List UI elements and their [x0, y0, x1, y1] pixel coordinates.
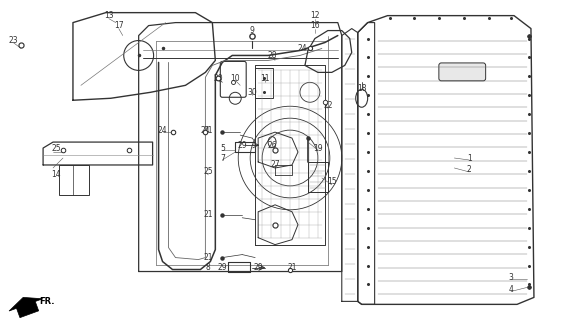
Text: 19: 19	[313, 144, 323, 153]
Text: 8: 8	[206, 263, 210, 272]
Text: 16: 16	[310, 21, 319, 30]
Text: 21: 21	[203, 126, 213, 135]
Text: 13: 13	[104, 11, 114, 20]
Text: 14: 14	[51, 171, 61, 180]
Text: FR.: FR.	[39, 297, 55, 306]
Text: 1: 1	[467, 154, 472, 163]
Bar	[255, 68, 273, 98]
Text: 25: 25	[203, 167, 213, 176]
Text: 30: 30	[247, 88, 257, 97]
Text: 4: 4	[508, 285, 514, 294]
Text: 21: 21	[203, 210, 213, 219]
FancyBboxPatch shape	[220, 61, 246, 97]
Text: 25: 25	[51, 144, 61, 153]
Text: 7: 7	[220, 154, 224, 163]
Text: 10: 10	[230, 74, 240, 83]
Text: 28: 28	[268, 51, 277, 60]
Text: 24: 24	[297, 44, 307, 53]
Text: 2: 2	[467, 165, 472, 174]
Text: 26: 26	[267, 140, 277, 149]
Text: 29: 29	[254, 263, 263, 272]
Text: 11: 11	[261, 74, 270, 83]
Text: 29: 29	[217, 263, 227, 272]
Bar	[59, 165, 89, 195]
Text: 29: 29	[237, 140, 247, 149]
FancyBboxPatch shape	[439, 63, 486, 81]
Text: 22: 22	[323, 101, 332, 110]
Text: 24: 24	[158, 126, 167, 135]
Text: 27: 27	[271, 160, 280, 170]
Text: 23: 23	[8, 36, 18, 45]
Text: 17: 17	[114, 21, 124, 30]
Text: 15: 15	[327, 177, 336, 187]
Polygon shape	[9, 297, 43, 318]
Text: 9: 9	[250, 26, 255, 35]
Text: 24: 24	[201, 126, 210, 135]
Text: 3: 3	[508, 273, 514, 282]
Text: 21: 21	[203, 253, 213, 262]
Text: 21: 21	[287, 263, 297, 272]
Text: 5: 5	[220, 144, 224, 153]
Text: 20: 20	[213, 74, 223, 83]
Text: 12: 12	[310, 11, 319, 20]
Text: 18: 18	[357, 84, 367, 93]
